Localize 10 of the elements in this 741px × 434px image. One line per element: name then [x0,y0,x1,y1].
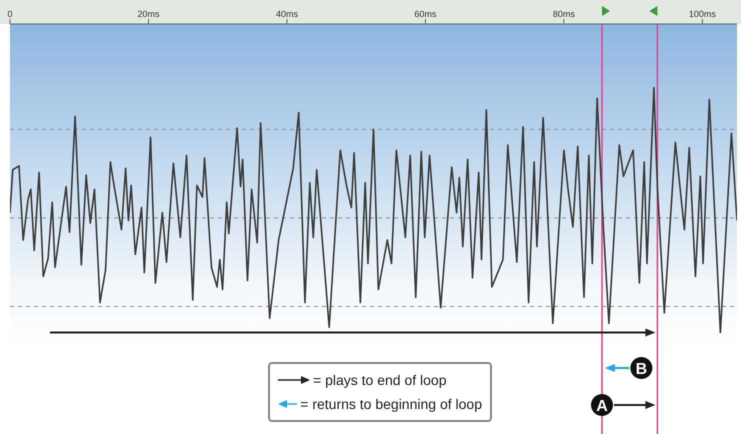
x-tick-label: 100ms [688,9,716,19]
x-tick-label: 0 [7,9,13,19]
circle-badge: B [630,357,652,379]
x-tick-label: 80ms [552,9,576,19]
x-tick-label: 60ms [414,9,437,19]
x-tick-label: 40ms [276,9,298,19]
text: = plays to end of loop [313,372,446,388]
text: = returns to beginning of loop [300,396,482,412]
circle-badge: A [590,394,613,416]
x-tick-label: 20ms [137,9,160,19]
